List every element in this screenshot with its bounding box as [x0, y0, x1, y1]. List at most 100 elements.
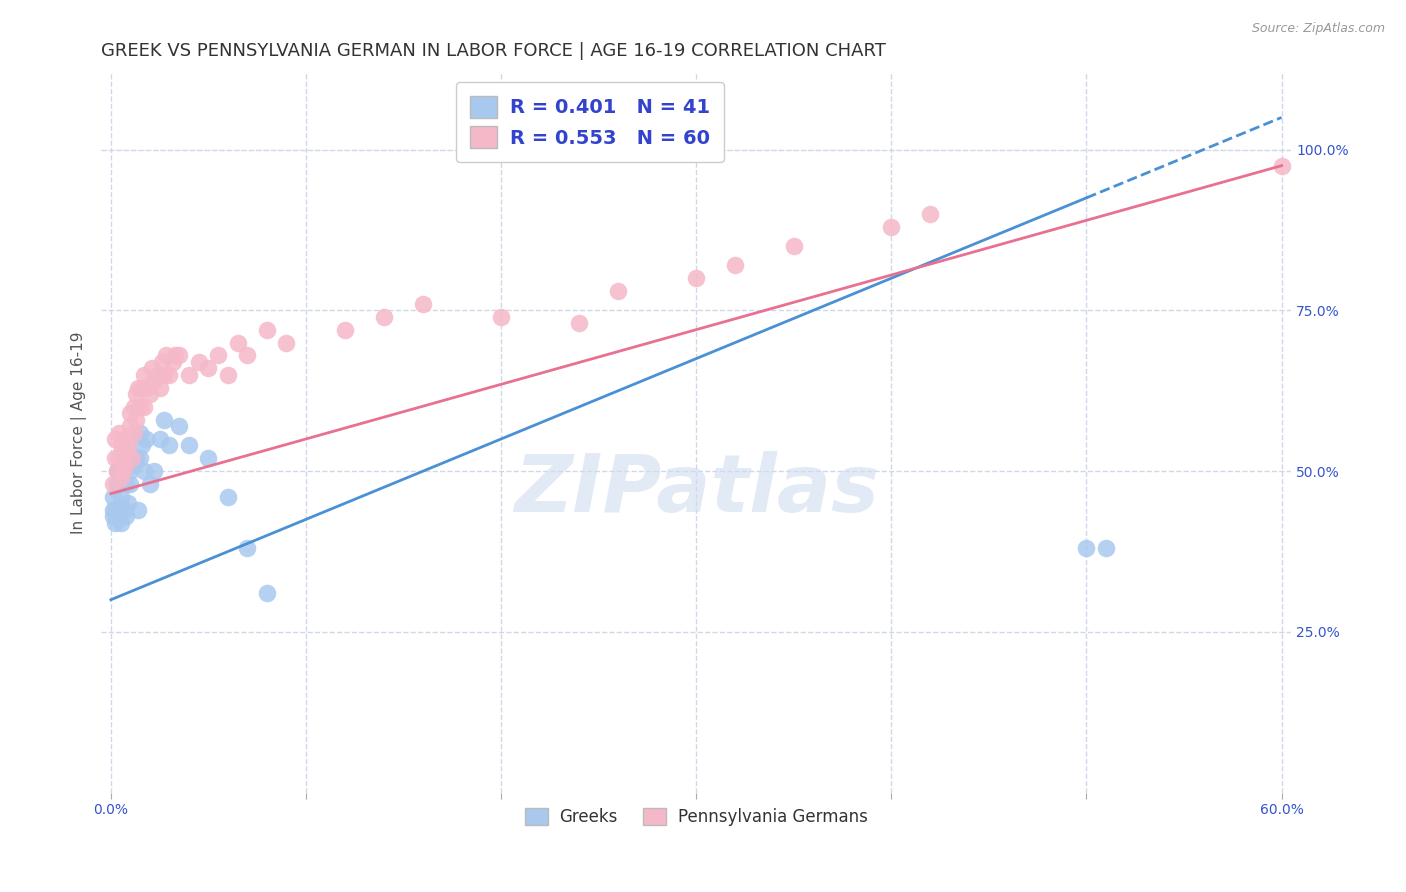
- Point: [489, 310, 512, 324]
- Point: [157, 438, 180, 452]
- Point: [120, 464, 142, 478]
- Point: [142, 464, 165, 478]
- Point: [685, 271, 707, 285]
- Point: [104, 432, 127, 446]
- Point: [157, 368, 180, 382]
- Point: [187, 355, 209, 369]
- Legend: Greeks, Pennsylvania Germans: Greeks, Pennsylvania Germans: [516, 800, 876, 835]
- Point: [110, 502, 132, 516]
- Point: [105, 464, 128, 478]
- Point: [132, 400, 155, 414]
- Point: [135, 380, 157, 394]
- Point: [880, 219, 903, 234]
- Point: [115, 509, 138, 524]
- Point: [146, 368, 169, 382]
- Point: [125, 412, 148, 426]
- Point: [150, 355, 173, 369]
- Point: [107, 451, 129, 466]
- Point: [121, 451, 143, 466]
- Point: [124, 458, 146, 472]
- Point: [724, 258, 747, 272]
- Point: [104, 516, 127, 530]
- Point: [167, 348, 190, 362]
- Point: [101, 477, 124, 491]
- Point: [104, 502, 127, 516]
- Point: [120, 406, 142, 420]
- Point: [105, 464, 128, 478]
- Point: [152, 368, 174, 382]
- Point: [217, 490, 239, 504]
- Point: [120, 419, 142, 434]
- Point: [1095, 541, 1118, 556]
- Point: [111, 464, 134, 478]
- Point: [217, 368, 239, 382]
- Point: [101, 509, 124, 524]
- Point: [607, 284, 630, 298]
- Point: [256, 323, 278, 337]
- Point: [236, 348, 259, 362]
- Point: [167, 419, 190, 434]
- Point: [132, 368, 155, 382]
- Point: [120, 451, 142, 466]
- Point: [131, 380, 153, 394]
- Point: [114, 502, 136, 516]
- Point: [207, 348, 229, 362]
- Point: [127, 502, 149, 516]
- Point: [135, 432, 157, 446]
- Point: [105, 477, 128, 491]
- Text: Source: ZipAtlas.com: Source: ZipAtlas.com: [1251, 22, 1385, 36]
- Point: [236, 541, 259, 556]
- Point: [132, 464, 155, 478]
- Point: [111, 464, 134, 478]
- Point: [197, 451, 219, 466]
- Point: [115, 432, 138, 446]
- Point: [117, 496, 139, 510]
- Point: [125, 451, 148, 466]
- Point: [110, 470, 132, 484]
- Point: [129, 400, 152, 414]
- Point: [124, 425, 146, 440]
- Point: [129, 451, 152, 466]
- Point: [1271, 159, 1294, 173]
- Point: [139, 477, 162, 491]
- Point: [568, 316, 591, 330]
- Point: [115, 477, 138, 491]
- Point: [117, 438, 139, 452]
- Y-axis label: In Labor Force | Age 16-19: In Labor Force | Age 16-19: [72, 331, 87, 533]
- Point: [125, 387, 148, 401]
- Point: [107, 464, 129, 478]
- Point: [101, 502, 124, 516]
- Point: [783, 239, 806, 253]
- Point: [131, 438, 153, 452]
- Point: [129, 425, 152, 440]
- Text: GREEK VS PENNSYLVANIA GERMAN IN LABOR FORCE | AGE 16-19 CORRELATION CHART: GREEK VS PENNSYLVANIA GERMAN IN LABOR FO…: [101, 42, 886, 60]
- Point: [412, 297, 434, 311]
- Point: [142, 374, 165, 388]
- Point: [110, 438, 132, 452]
- Point: [162, 355, 184, 369]
- Point: [141, 361, 163, 376]
- Point: [1076, 541, 1098, 556]
- Point: [333, 323, 356, 337]
- Point: [120, 477, 142, 491]
- Point: [197, 361, 219, 376]
- Point: [111, 445, 134, 459]
- Point: [226, 335, 249, 350]
- Point: [149, 380, 172, 394]
- Point: [256, 586, 278, 600]
- Point: [177, 438, 200, 452]
- Point: [104, 451, 127, 466]
- Point: [110, 490, 132, 504]
- Point: [149, 432, 172, 446]
- Point: [155, 348, 177, 362]
- Point: [276, 335, 298, 350]
- Point: [107, 425, 129, 440]
- Point: [152, 412, 174, 426]
- Point: [177, 368, 200, 382]
- Point: [139, 387, 162, 401]
- Point: [114, 458, 136, 472]
- Text: ZIPatlas: ZIPatlas: [513, 451, 879, 529]
- Point: [920, 207, 942, 221]
- Point: [101, 490, 124, 504]
- Point: [165, 348, 187, 362]
